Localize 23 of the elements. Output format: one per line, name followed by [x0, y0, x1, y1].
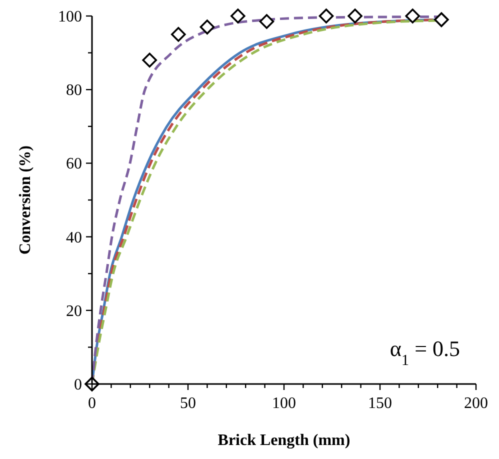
x-tick-label: 200: [464, 395, 488, 412]
x-axis-title: Brick Length (mm): [218, 432, 350, 449]
point: [142, 52, 157, 68]
x-tick-label: 0: [88, 395, 96, 412]
y-tick-label: 20: [66, 302, 82, 320]
point: [405, 8, 420, 24]
x-tick-label: 100: [272, 395, 296, 412]
point: [259, 14, 274, 29]
y-tick-label: 80: [66, 82, 82, 100]
y-tick-label: 60: [66, 156, 82, 173]
annotation: α$_{1}$ = 0.5: [390, 336, 460, 368]
y-axis-title: Conversion (%): [17, 146, 34, 254]
point: [171, 27, 186, 42]
y-tick-label: 40: [66, 229, 82, 246]
y-tick-label: 100: [58, 8, 82, 26]
point: [230, 8, 246, 24]
point: [434, 12, 449, 28]
point: [200, 20, 215, 34]
point: [318, 8, 334, 24]
x-tick-label: 50: [180, 395, 196, 412]
point: [348, 8, 362, 24]
y-tick-label: 0: [74, 376, 82, 394]
x-tick-label: 150: [368, 395, 392, 412]
